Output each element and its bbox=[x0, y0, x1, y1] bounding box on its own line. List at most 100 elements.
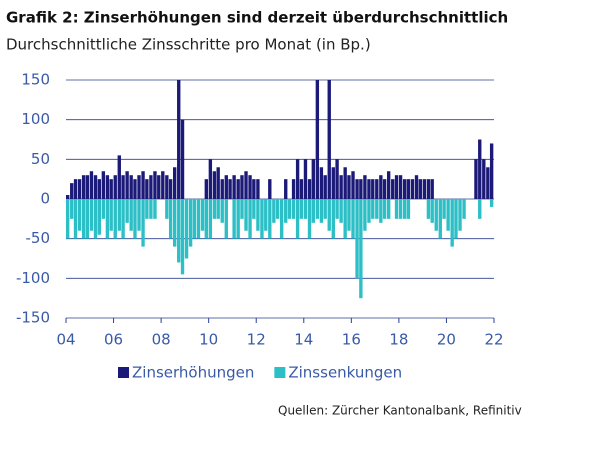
legend-label: Zinserhöhungen bbox=[132, 364, 254, 382]
bar bbox=[252, 199, 256, 219]
bar bbox=[73, 199, 78, 239]
bar bbox=[220, 199, 224, 223]
bar bbox=[260, 199, 264, 239]
bar bbox=[398, 199, 403, 219]
bar bbox=[121, 175, 125, 199]
bar bbox=[462, 199, 466, 219]
bar bbox=[85, 199, 90, 239]
bar bbox=[70, 183, 74, 199]
bar bbox=[70, 199, 74, 219]
bar bbox=[240, 199, 244, 219]
bar bbox=[184, 199, 189, 259]
bar bbox=[489, 199, 494, 207]
bar bbox=[391, 179, 395, 199]
legend-label: Zinssenkungen bbox=[288, 364, 402, 382]
bar bbox=[327, 80, 331, 199]
bar bbox=[264, 199, 268, 231]
bar bbox=[359, 179, 363, 199]
bar bbox=[153, 199, 157, 219]
bar bbox=[153, 171, 157, 199]
bar bbox=[402, 179, 407, 199]
bar bbox=[137, 175, 141, 199]
bar bbox=[478, 139, 482, 199]
bar bbox=[157, 175, 161, 199]
bar bbox=[145, 199, 149, 219]
bar bbox=[382, 179, 387, 199]
bar bbox=[89, 199, 94, 231]
bar bbox=[101, 199, 106, 219]
bar bbox=[387, 199, 391, 219]
bar bbox=[212, 199, 217, 219]
bar bbox=[280, 199, 284, 239]
bar bbox=[208, 199, 213, 239]
bar bbox=[327, 199, 331, 231]
bar bbox=[177, 80, 181, 199]
bar bbox=[236, 199, 240, 239]
source-note: Quellen: Zürcher Kantonalbank, Refinitiv bbox=[278, 404, 522, 418]
bar bbox=[311, 159, 315, 199]
bar bbox=[438, 199, 442, 239]
y-tick-label: 50 bbox=[31, 150, 50, 168]
bar bbox=[375, 199, 379, 219]
bar bbox=[145, 179, 149, 199]
bar bbox=[224, 199, 228, 239]
bar bbox=[240, 175, 244, 199]
bar bbox=[93, 175, 98, 199]
y-tick-label: -100 bbox=[16, 269, 50, 287]
bar bbox=[379, 199, 383, 223]
bar bbox=[133, 179, 137, 199]
bar bbox=[113, 175, 117, 199]
bar bbox=[307, 199, 312, 239]
bar bbox=[275, 199, 280, 219]
bar bbox=[93, 199, 98, 239]
bar bbox=[406, 179, 411, 199]
x-tick-label: 10 bbox=[199, 331, 218, 349]
bar bbox=[315, 80, 320, 199]
bar bbox=[109, 199, 113, 231]
bar bbox=[442, 199, 446, 219]
bar bbox=[351, 199, 355, 239]
y-tick-label: 100 bbox=[21, 110, 50, 128]
bar bbox=[204, 179, 208, 199]
bar bbox=[268, 179, 272, 199]
bar bbox=[307, 179, 312, 199]
bar bbox=[101, 171, 106, 199]
bar bbox=[486, 167, 490, 199]
bar bbox=[149, 175, 153, 199]
y-tick-label: 0 bbox=[40, 190, 50, 208]
bar bbox=[458, 199, 462, 231]
bar bbox=[81, 175, 86, 199]
bar bbox=[168, 179, 173, 199]
x-tick-label: 22 bbox=[484, 331, 503, 349]
y-tick-label: 150 bbox=[21, 71, 50, 89]
bar bbox=[394, 175, 399, 199]
bar bbox=[244, 171, 248, 199]
bar bbox=[272, 199, 276, 223]
bar bbox=[81, 199, 86, 239]
bar bbox=[165, 199, 169, 219]
bar bbox=[161, 171, 165, 199]
bar bbox=[192, 199, 197, 239]
bar bbox=[347, 175, 351, 199]
bar bbox=[256, 199, 260, 231]
bar bbox=[291, 179, 296, 199]
bar bbox=[355, 179, 359, 199]
bar bbox=[129, 199, 133, 231]
bar bbox=[248, 175, 252, 199]
bar bbox=[291, 199, 296, 219]
legend-swatch bbox=[274, 367, 286, 378]
y-tick-label: -50 bbox=[26, 229, 51, 247]
bar bbox=[165, 175, 169, 199]
bar bbox=[367, 199, 371, 223]
bar bbox=[394, 199, 399, 219]
x-tick-label: 04 bbox=[56, 331, 75, 349]
bar bbox=[212, 171, 217, 199]
bar bbox=[141, 171, 145, 199]
bar bbox=[343, 199, 347, 239]
bar bbox=[89, 171, 94, 199]
bar bbox=[66, 199, 70, 239]
bar bbox=[117, 199, 121, 231]
bar bbox=[125, 199, 129, 223]
